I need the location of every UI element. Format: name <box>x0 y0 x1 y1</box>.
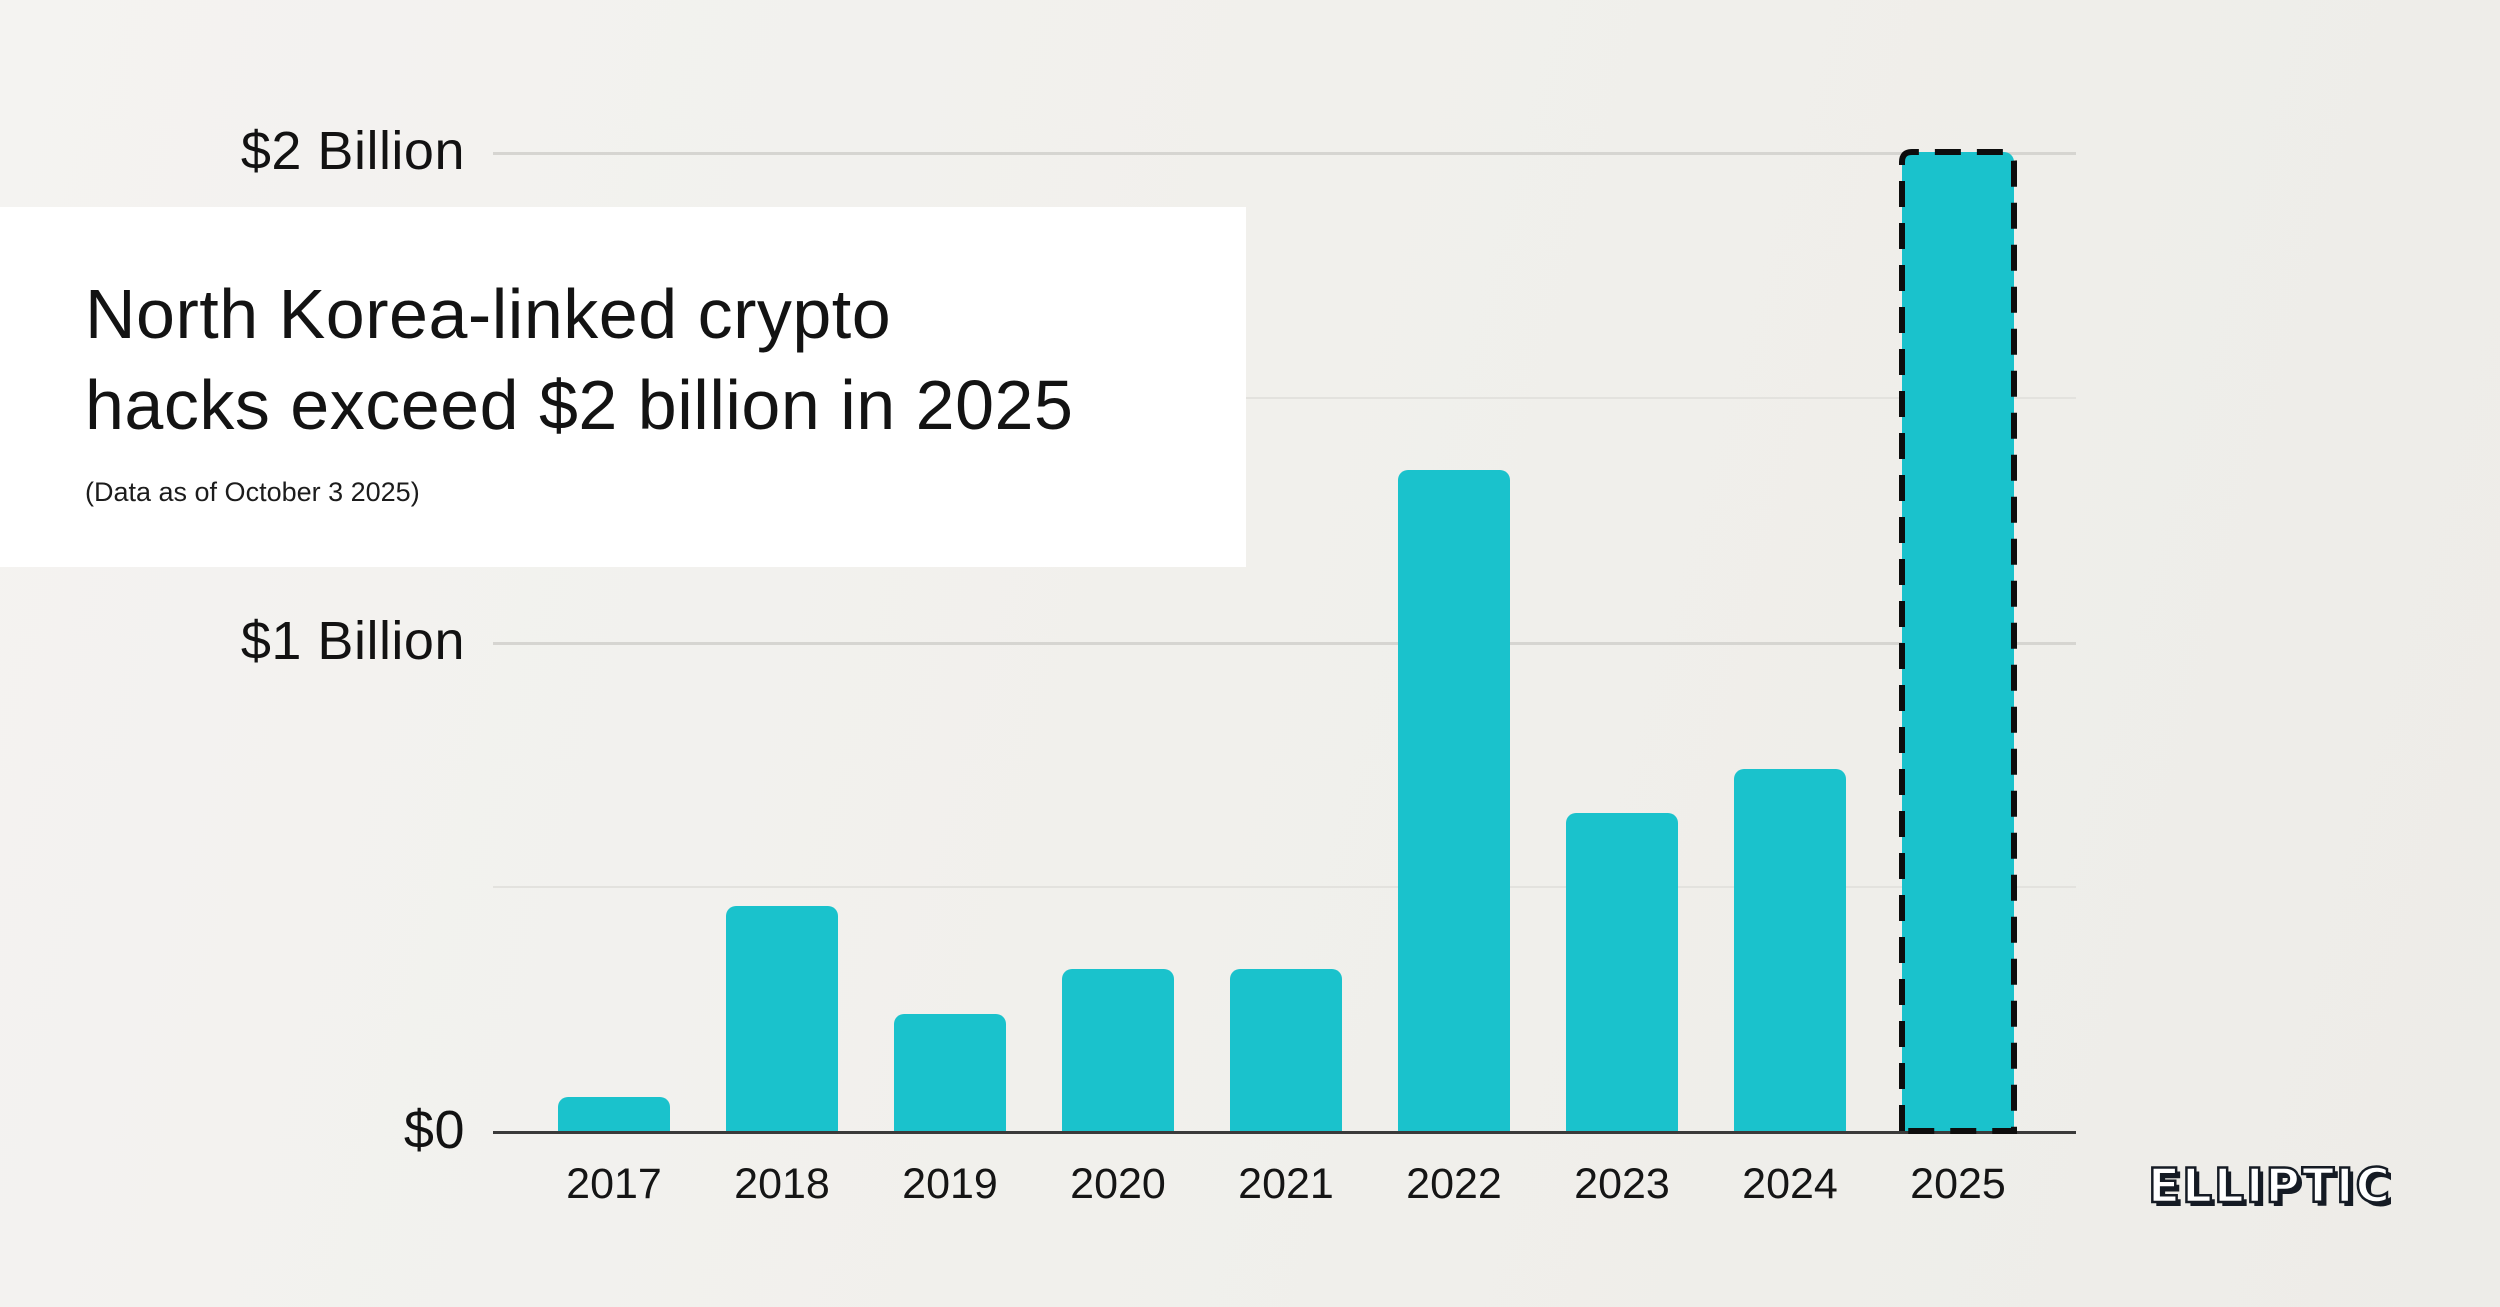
bar-2017 <box>558 1097 670 1131</box>
x-axis-tick-label-2024: 2024 <box>1742 1160 1838 1208</box>
x-axis-tick-label-2018: 2018 <box>734 1160 830 1208</box>
y-axis-tick-label: $2 Billion <box>240 121 465 181</box>
elliptic-logo-svg: ELLIPTIC ELLIPTIC <box>2147 1158 2396 1218</box>
x-axis-tick-label-2017: 2017 <box>566 1160 662 1208</box>
bar-2025 <box>1902 152 2014 1131</box>
gridline-minor <box>493 397 2076 399</box>
chart-title: North Korea-linked crypto hacks exceed $… <box>85 269 1206 451</box>
x-axis-baseline <box>493 1131 2076 1134</box>
chart-title-line1: North Korea-linked crypto <box>85 275 892 353</box>
title-card: North Korea-linked crypto hacks exceed $… <box>0 207 1246 567</box>
elliptic-logo-shadow-text: ELLIPTIC <box>2152 1163 2396 1218</box>
bar-2021 <box>1230 969 1342 1131</box>
bar-2024 <box>1734 769 1846 1131</box>
chart-title-line2: hacks exceed $2 billion in 2025 <box>85 366 1074 444</box>
chart-subtitle: (Data as of October 3 2025) <box>85 477 420 507</box>
x-axis-tick-label-2021: 2021 <box>1238 1160 1334 1208</box>
elliptic-logo-text: ELLIPTIC <box>2148 1159 2392 1214</box>
x-axis-tick-label-2025: 2025 <box>1910 1160 2006 1208</box>
x-axis-tick-label-2022: 2022 <box>1406 1160 1502 1208</box>
gridline-major <box>493 152 2076 155</box>
bar-2022 <box>1398 470 1510 1131</box>
y-axis-tick-label: $1 Billion <box>240 611 465 671</box>
x-axis-tick-label-2019: 2019 <box>902 1160 998 1208</box>
y-axis-tick-label: $0 <box>403 1100 465 1160</box>
gridline-minor <box>493 886 2076 888</box>
x-axis-tick-label-2023: 2023 <box>1574 1160 1670 1208</box>
bar-2023 <box>1566 813 1678 1131</box>
bar-2019 <box>894 1014 1006 1131</box>
x-axis-tick-label-2020: 2020 <box>1070 1160 1166 1208</box>
bar-2020 <box>1062 969 1174 1131</box>
gridline-major <box>493 642 2076 645</box>
highlight-dashed-outline <box>1899 149 2017 1134</box>
bar-2018 <box>726 906 838 1131</box>
elliptic-logo: ELLIPTIC ELLIPTIC <box>2147 1148 2448 1233</box>
